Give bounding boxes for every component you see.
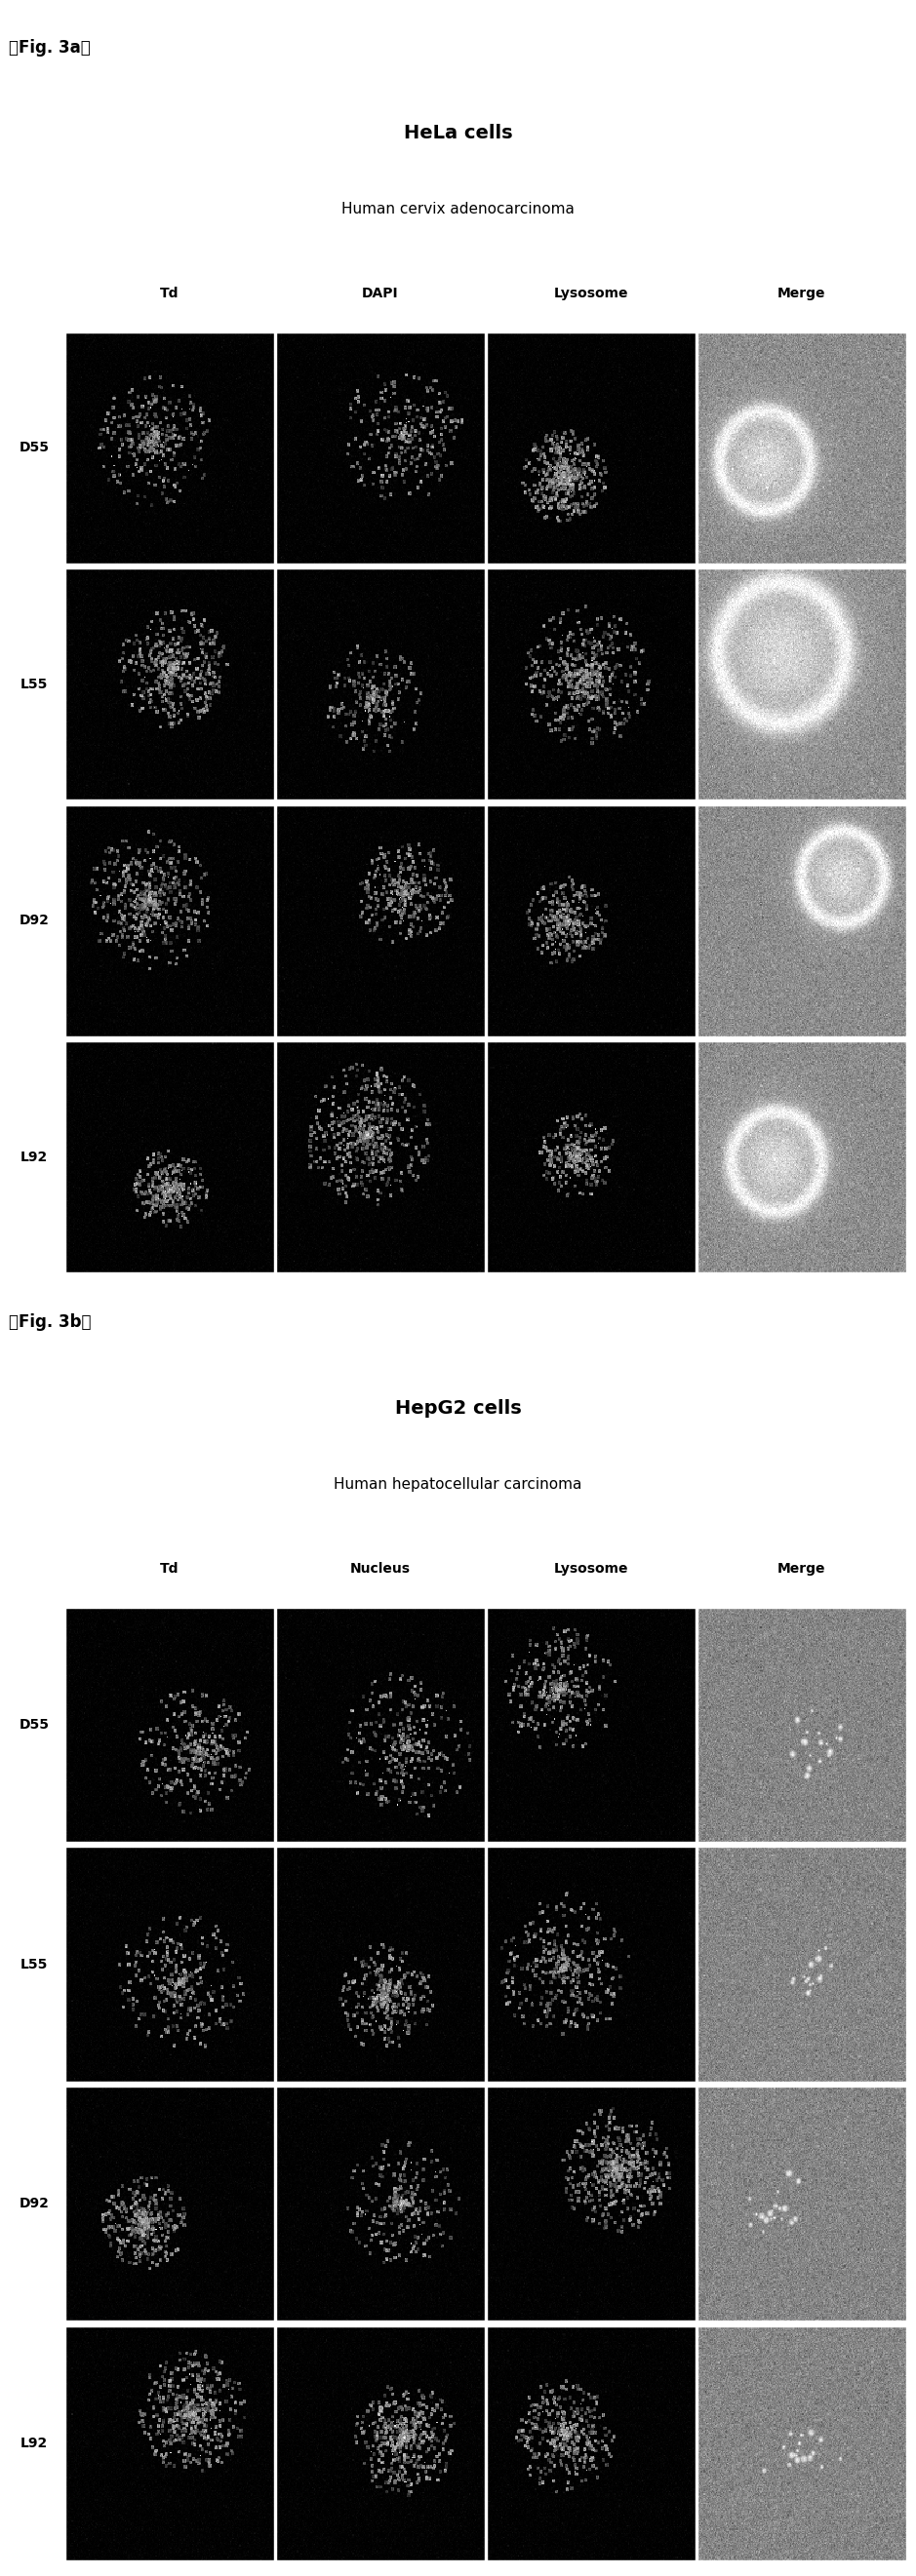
Text: D92: D92 bbox=[19, 914, 49, 927]
Text: L92: L92 bbox=[20, 1149, 49, 1164]
Text: HepG2 cells: HepG2 cells bbox=[395, 1399, 521, 1417]
Text: Merge: Merge bbox=[778, 1561, 825, 1577]
Text: 『Fig. 3b』: 『Fig. 3b』 bbox=[9, 1314, 92, 1332]
Text: Human cervix adenocarcinoma: Human cervix adenocarcinoma bbox=[342, 204, 574, 216]
Text: Td: Td bbox=[160, 286, 179, 301]
Text: D55: D55 bbox=[19, 440, 49, 456]
Text: Td: Td bbox=[160, 1561, 179, 1577]
Text: D92: D92 bbox=[19, 2197, 49, 2210]
Text: L55: L55 bbox=[20, 1958, 49, 1971]
Text: D55: D55 bbox=[19, 1718, 49, 1731]
Text: HeLa cells: HeLa cells bbox=[404, 124, 512, 142]
Text: Human hepatocellular carcinoma: Human hepatocellular carcinoma bbox=[334, 1476, 582, 1492]
Text: DAPI: DAPI bbox=[362, 286, 398, 301]
Text: L92: L92 bbox=[20, 2437, 49, 2450]
Text: Nucleus: Nucleus bbox=[350, 1561, 410, 1577]
Text: 『Fig. 3a』: 『Fig. 3a』 bbox=[9, 39, 91, 57]
Text: Lysosome: Lysosome bbox=[553, 1561, 628, 1577]
Text: Merge: Merge bbox=[778, 286, 825, 301]
Text: Lysosome: Lysosome bbox=[553, 286, 628, 301]
Text: L55: L55 bbox=[20, 677, 49, 690]
